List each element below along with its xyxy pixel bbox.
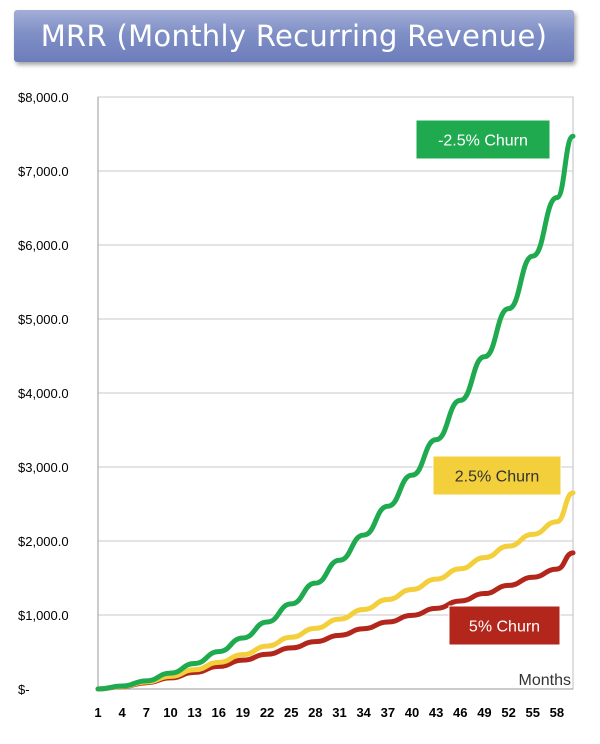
y-tick-label: $2,000.0 <box>18 534 69 549</box>
label-5-churn-box <box>448 605 561 646</box>
y-tick-label: $7,000.0 <box>18 164 69 179</box>
x-tick-label: 55 <box>526 705 540 720</box>
x-tick-label: 34 <box>356 705 371 720</box>
x-tick-label: 10 <box>163 705 177 720</box>
x-tick-label: 19 <box>236 705 250 720</box>
label-2-5-churn-text: 2.5% Churn <box>455 469 540 486</box>
label-neg-2-5-churn-box <box>415 119 551 160</box>
y-tick-label: $1,000.0 <box>18 608 69 623</box>
series-line-neg-2-5-churn <box>95 133 576 692</box>
label-2-5-churn: 2.5% Churn <box>432 455 562 496</box>
y-tick-label: $5,000.0 <box>18 312 69 327</box>
x-axis-title: Months <box>519 672 571 689</box>
x-tick-label: 25 <box>284 705 298 720</box>
x-tick-label: 4 <box>119 705 127 720</box>
y-tick-label: $3,000.0 <box>18 460 69 475</box>
y-tick-label: $6,000.0 <box>18 238 69 253</box>
label-5-churn-text: 5% Churn <box>469 619 540 636</box>
label-neg-2-5-churn: -2.5% Churn <box>415 119 551 160</box>
x-tick-label: 28 <box>308 705 322 720</box>
x-tick-label: 22 <box>260 705 274 720</box>
x-tick-label: 40 <box>405 705 419 720</box>
x-tick-label: 13 <box>187 705 201 720</box>
label-neg-2-5-churn-text: -2.5% Churn <box>438 133 528 150</box>
y-tick-label: $8,000.0 <box>18 90 69 105</box>
x-tick-label: 31 <box>332 705 346 720</box>
y-tick-label: $- <box>18 682 30 697</box>
x-tick-label: 43 <box>429 705 443 720</box>
label-2-5-churn-box <box>432 455 562 496</box>
x-tick-label: 1 <box>94 705 101 720</box>
y-tick-label: $4,000.0 <box>18 386 69 401</box>
x-tick-label: 37 <box>381 705 395 720</box>
x-tick-label: 58 <box>550 705 564 720</box>
label-5-churn: 5% Churn <box>448 605 561 646</box>
x-tick-label: 16 <box>212 705 226 720</box>
x-tick-label: 52 <box>501 705 515 720</box>
x-tick-label: 7 <box>143 705 150 720</box>
x-tick-label: 49 <box>477 705 491 720</box>
series-line-2-5-churn <box>95 490 576 692</box>
x-tick-label: 46 <box>453 705 467 720</box>
chart-title: MRR (Monthly Recurring Revenue) <box>14 10 574 62</box>
